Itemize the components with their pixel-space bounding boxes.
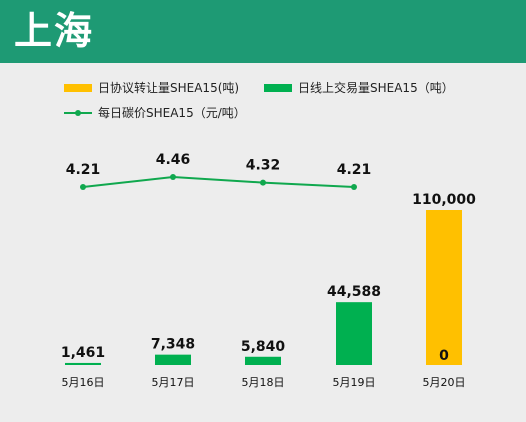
legend-item-price: 每日碳价SHEA15（元/吨） [64, 104, 246, 121]
price-value-label: 4.46 [156, 152, 191, 168]
bar-value-label: 44,588 [327, 284, 381, 300]
price-point [260, 179, 266, 186]
legend-swatch-agreement [64, 83, 92, 92]
header-bar: 上海 [0, 0, 526, 63]
legend-label-agreement: 日协议转让量SHEA15(吨) [98, 81, 240, 95]
bar-online [336, 302, 372, 365]
bar-online [65, 362, 101, 365]
x-tick-label: 5月16日 [62, 376, 105, 389]
page-title: 上海 [14, 9, 95, 53]
legend-swatch-price [64, 109, 92, 117]
price-value-label: 4.21 [337, 162, 372, 178]
price-line [82, 175, 355, 188]
x-tick-label: 5月18日 [242, 376, 285, 389]
x-tick-label: 5月20日 [423, 376, 466, 389]
legend-swatch-online [264, 83, 292, 92]
price-value-label: 4.32 [246, 158, 281, 174]
price-point [351, 184, 357, 190]
legend-label-online: 日线上交易量SHEA15（吨） [298, 81, 454, 95]
price-point [80, 184, 86, 190]
bar-online [155, 354, 191, 365]
price-point [170, 174, 176, 180]
bar-agreement [426, 210, 462, 365]
bar-online [245, 356, 281, 365]
bar-value-label: 5,840 [241, 339, 286, 355]
legend-item-agreement: 日协议转让量SHEA15(吨) [64, 79, 239, 96]
bar-zero-label: 0 [439, 348, 449, 364]
bar-value-label: 7,348 [151, 337, 195, 353]
x-tick-label: 5月19日 [333, 376, 376, 389]
legend-item-online: 日线上交易量SHEA15（吨） [264, 79, 454, 96]
price-value-label: 4.21 [66, 162, 101, 178]
legend-label-price: 每日碳价SHEA15（元/吨） [98, 106, 246, 120]
bar-value-label: 1,461 [61, 345, 105, 361]
bar-value-label: 110,000 [412, 192, 476, 208]
x-tick-label: 5月17日 [152, 376, 195, 389]
